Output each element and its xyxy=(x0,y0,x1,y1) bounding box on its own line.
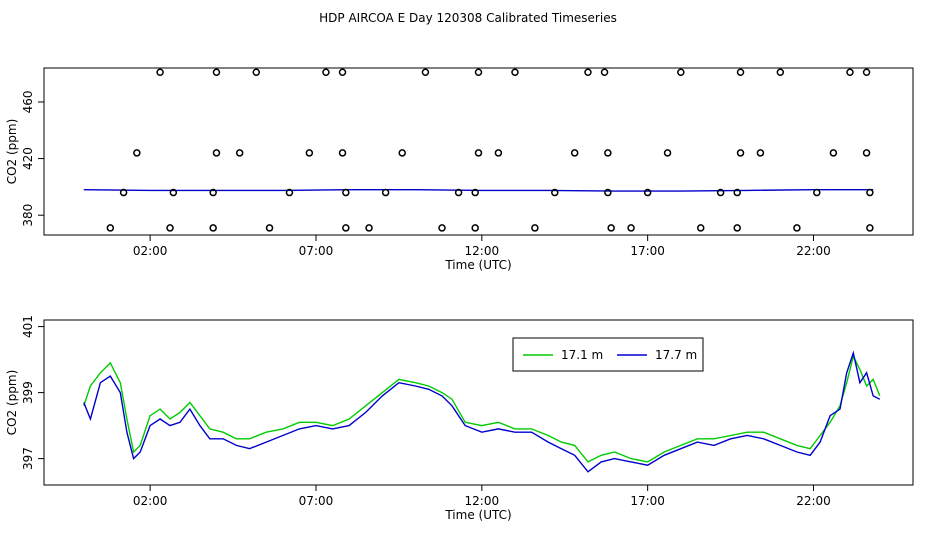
scatter-point xyxy=(776,68,785,76)
y-axis-label: CO2 (ppm) xyxy=(5,370,19,436)
x-tick-label: 17:00 xyxy=(630,244,665,258)
x-tick-label: 12:00 xyxy=(465,244,500,258)
legend-label: 17.7 m xyxy=(655,348,697,362)
scatter-point xyxy=(551,188,559,197)
scatter-point xyxy=(252,68,261,76)
scatter-point xyxy=(511,68,519,76)
y-tick-label: 401 xyxy=(21,315,35,338)
scatter-point xyxy=(454,188,463,197)
x-tick-label: 22:00 xyxy=(796,494,831,508)
scatter-point xyxy=(305,149,314,157)
scatter-point xyxy=(733,224,741,232)
scatter-point xyxy=(421,68,430,76)
series-line-0 xyxy=(83,189,874,192)
x-tick-label: 02:00 xyxy=(133,244,168,258)
scatter-point xyxy=(381,188,390,197)
scatter-point xyxy=(209,188,217,197)
scatter-point xyxy=(212,149,221,157)
scatter-point xyxy=(119,188,128,197)
scatter-point xyxy=(627,224,635,232)
scatter-point xyxy=(235,149,244,157)
scatter-point xyxy=(342,224,350,232)
scatter-point xyxy=(643,188,652,197)
scatter-point xyxy=(584,68,592,76)
scatter-point xyxy=(866,224,874,232)
x-tick-label: 07:00 xyxy=(299,244,334,258)
y-tick-label: 380 xyxy=(21,204,35,227)
scatter-point xyxy=(438,224,446,232)
panel-top: 02:00 07:00 12:00 17:00 22:00 Time (UTC) 380 42… xyxy=(5,67,914,272)
scatter-point xyxy=(285,188,294,197)
chart-title: HDP AIRCOA E Day 120308 Calibrated Times… xyxy=(319,11,617,25)
scatter-point xyxy=(474,149,483,157)
scatter-point xyxy=(829,149,838,157)
scatter-point xyxy=(862,68,871,76)
scatter-point xyxy=(471,188,479,197)
x-tick-label: 22:00 xyxy=(796,244,831,258)
scatter-point xyxy=(338,68,347,76)
plot-frame xyxy=(43,67,914,236)
y-tick-label: 460 xyxy=(21,91,35,114)
scatter-point xyxy=(570,149,579,157)
panel-bottom: 02:00 07:00 12:00 17:00 22:00 Time (UTC) 397 39… xyxy=(5,315,914,522)
x-tick-label: 07:00 xyxy=(299,494,334,508)
x-tick-label: 17:00 xyxy=(630,494,665,508)
x-tick-label: 02:00 xyxy=(133,494,168,508)
series-line-17-7-m xyxy=(83,350,881,473)
scatter-point xyxy=(209,224,217,232)
x-tick-label: 12:00 xyxy=(465,494,500,508)
scatter-point xyxy=(212,68,221,76)
scatter-point xyxy=(756,149,765,157)
scatter-point xyxy=(338,149,347,157)
x-axis-label: Time (UTC) xyxy=(444,258,511,272)
scatter-point xyxy=(677,68,685,76)
scatter-point xyxy=(862,149,871,157)
x-axis-label: Time (UTC) xyxy=(444,508,511,522)
scatter-point xyxy=(106,224,115,232)
scatter-point xyxy=(169,188,178,197)
scatter-point xyxy=(663,149,672,157)
scatter-point xyxy=(322,68,330,76)
plot-frame xyxy=(43,319,914,486)
series-line-17-1-m xyxy=(83,354,881,463)
scatter-point xyxy=(133,149,141,157)
scatter-point xyxy=(736,68,745,76)
y-tick-label: 399 xyxy=(21,381,35,404)
scatter-point xyxy=(846,68,854,76)
scatter-point xyxy=(166,224,174,232)
scatter-point xyxy=(733,188,741,197)
scatter-point xyxy=(607,224,615,232)
scatter-point xyxy=(471,224,479,232)
scatter-point xyxy=(716,188,725,197)
scatter-point xyxy=(696,224,705,232)
scatter-point xyxy=(342,188,350,197)
scatter-point xyxy=(604,149,612,157)
y-axis-label: CO2 (ppm) xyxy=(5,119,19,185)
scatter-point xyxy=(474,68,483,76)
scatter-point xyxy=(156,68,164,76)
scatter-point xyxy=(531,224,539,232)
y-tick-label: 397 xyxy=(21,447,35,470)
y-tick-label: 420 xyxy=(21,147,35,170)
legend-label: 17.1 m xyxy=(561,348,603,362)
scatter-point xyxy=(813,188,821,197)
scatter-point xyxy=(494,149,503,157)
scatter-point xyxy=(866,188,874,197)
scatter-point xyxy=(604,188,612,197)
scatter-point xyxy=(793,224,801,232)
scatter-point xyxy=(600,68,609,76)
scatter-point xyxy=(398,149,406,157)
scatter-point xyxy=(736,149,745,157)
scatter-point xyxy=(265,224,274,232)
scatter-point xyxy=(365,224,373,232)
